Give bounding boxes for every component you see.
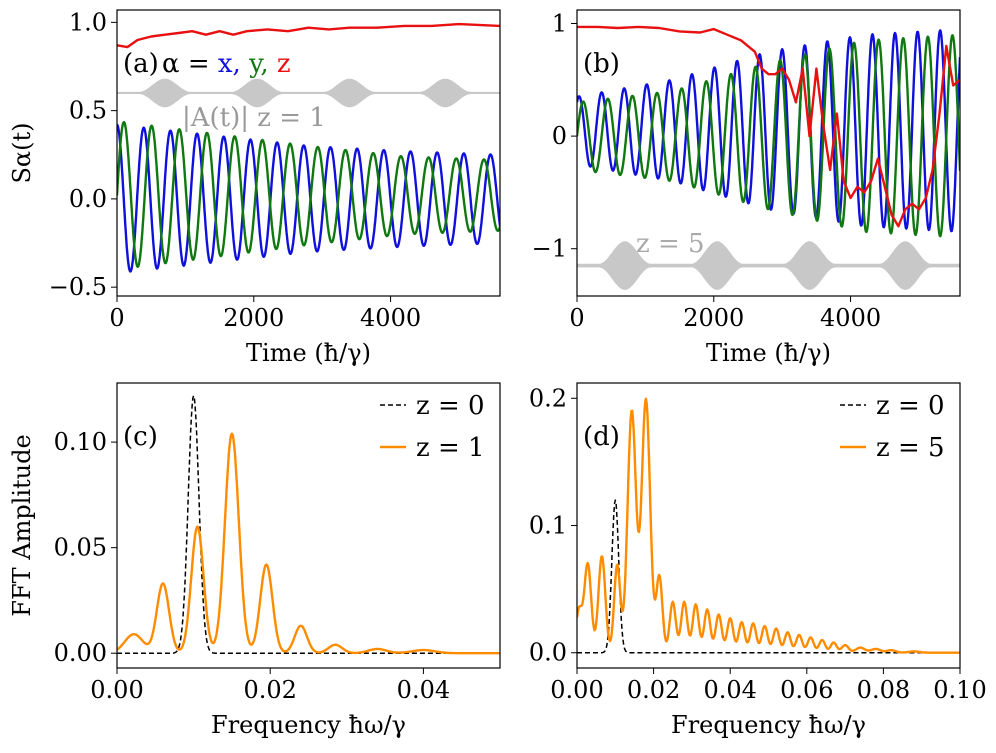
y-tick-label: 0.5 bbox=[69, 97, 107, 125]
x-tick-label: 0.02 bbox=[243, 676, 296, 704]
panel-b: 0 2000 4000 −1 0 1 Time (ħ/γ) (b) bbox=[532, 9, 961, 367]
field-pulse-envelope bbox=[117, 78, 500, 108]
y-tick-label: 0.0 bbox=[69, 185, 107, 213]
panel-a: 0 2000 4000 −0.5 0.0 0.5 1.0 Time (ħ/γ) Sα(t) (a) bbox=[8, 8, 501, 367]
x-tick-label: 0.06 bbox=[780, 676, 833, 704]
panel-label: (d) bbox=[583, 422, 620, 452]
panel-label: (b) bbox=[583, 49, 620, 79]
legend-label-d-0: z = 0 bbox=[876, 391, 945, 421]
y-tick-label: 1 bbox=[552, 10, 567, 38]
panel-c: 0.00 0.02 0.04 0.00 0.05 0.10 Frequency ħω/γ FF… bbox=[8, 382, 501, 739]
y-tick-label: −1 bbox=[532, 235, 567, 263]
x-tick-label: 0.04 bbox=[703, 676, 756, 704]
legend-alpha-text: α = x, y, z bbox=[162, 49, 291, 79]
x-tick-label: 0 bbox=[569, 304, 584, 332]
y-tick-label: 1.0 bbox=[69, 8, 107, 36]
panel-d: 0.00 0.02 0.04 0.06 0.08 0.10 0.0 0.1 0.2 Frequen… bbox=[529, 382, 987, 739]
axes-frame-a bbox=[116, 9, 501, 297]
x-tick-label: 0.02 bbox=[627, 676, 680, 704]
legend-letter-z: z bbox=[269, 49, 291, 79]
x-tick-label: 0.04 bbox=[397, 676, 450, 704]
x-axis-label: Frequency ħω/γ bbox=[671, 711, 866, 739]
plot-area-d bbox=[577, 397, 960, 654]
plot-area-a bbox=[117, 22, 500, 273]
series-d-z5 bbox=[577, 397, 960, 654]
x-tick-label: 2000 bbox=[683, 304, 744, 332]
series-c-z1 bbox=[117, 432, 500, 655]
z-label-b: z = 5 bbox=[636, 229, 705, 259]
y-tick-label: −0.5 bbox=[49, 273, 107, 301]
legend-letter-y: y, bbox=[241, 49, 269, 79]
x-tick-label: 0.10 bbox=[933, 676, 986, 704]
plot-area-b bbox=[577, 25, 960, 290]
plot-area-c bbox=[117, 394, 500, 655]
x-tick-label: 0.00 bbox=[90, 676, 143, 704]
y-tick-label: 0.0 bbox=[529, 639, 567, 667]
y-tick-label: 0.1 bbox=[529, 512, 567, 540]
series-b-y bbox=[577, 34, 960, 238]
y-tick-label: 0.10 bbox=[54, 428, 107, 456]
legend-label-c-1: z = 1 bbox=[416, 433, 485, 463]
x-tick-label: 4000 bbox=[360, 304, 421, 332]
x-axis-label: Time (ħ/γ) bbox=[246, 339, 371, 367]
series-a-x bbox=[117, 123, 500, 273]
field-pulse-envelope bbox=[577, 241, 960, 290]
series-a-y bbox=[117, 120, 500, 268]
y-tick-label: 0.05 bbox=[54, 534, 107, 562]
axes-frame-b bbox=[576, 9, 961, 297]
field-amplitude-label: |A(t)| z = 1 bbox=[182, 103, 326, 133]
x-tick-label: 4000 bbox=[820, 304, 881, 332]
y-axis-label: Sα(t) bbox=[8, 122, 36, 183]
y-tick-label: 0 bbox=[552, 122, 567, 150]
x-tick-label: 0 bbox=[109, 304, 124, 332]
x-axis-label: Frequency ħω/γ bbox=[211, 711, 406, 739]
legend-letter-x: x, bbox=[218, 49, 241, 79]
legend-label-c-0: z = 0 bbox=[416, 391, 485, 421]
series-a-z bbox=[117, 22, 500, 49]
x-tick-label: 0.00 bbox=[550, 676, 603, 704]
axes-frame-c bbox=[116, 382, 501, 669]
panel-label: (a) bbox=[123, 49, 159, 79]
y-tick-label: 0.2 bbox=[529, 384, 567, 412]
x-tick-label: 0.08 bbox=[857, 676, 910, 704]
series-b-x bbox=[577, 29, 960, 233]
y-tick-label: 0.00 bbox=[54, 639, 107, 667]
legend-label-d-1: z = 5 bbox=[876, 433, 945, 463]
series-c-z0 bbox=[117, 394, 500, 654]
panel-label: (c) bbox=[123, 422, 158, 452]
y-axis-label: FFT Amplitude bbox=[8, 434, 36, 616]
series-b-z bbox=[577, 25, 960, 228]
legend-alpha-prefix: α = bbox=[162, 49, 218, 79]
series-d-z0 bbox=[577, 499, 960, 654]
x-tick-label: 2000 bbox=[223, 304, 284, 332]
x-axis-label: Time (ħ/γ) bbox=[706, 339, 831, 367]
